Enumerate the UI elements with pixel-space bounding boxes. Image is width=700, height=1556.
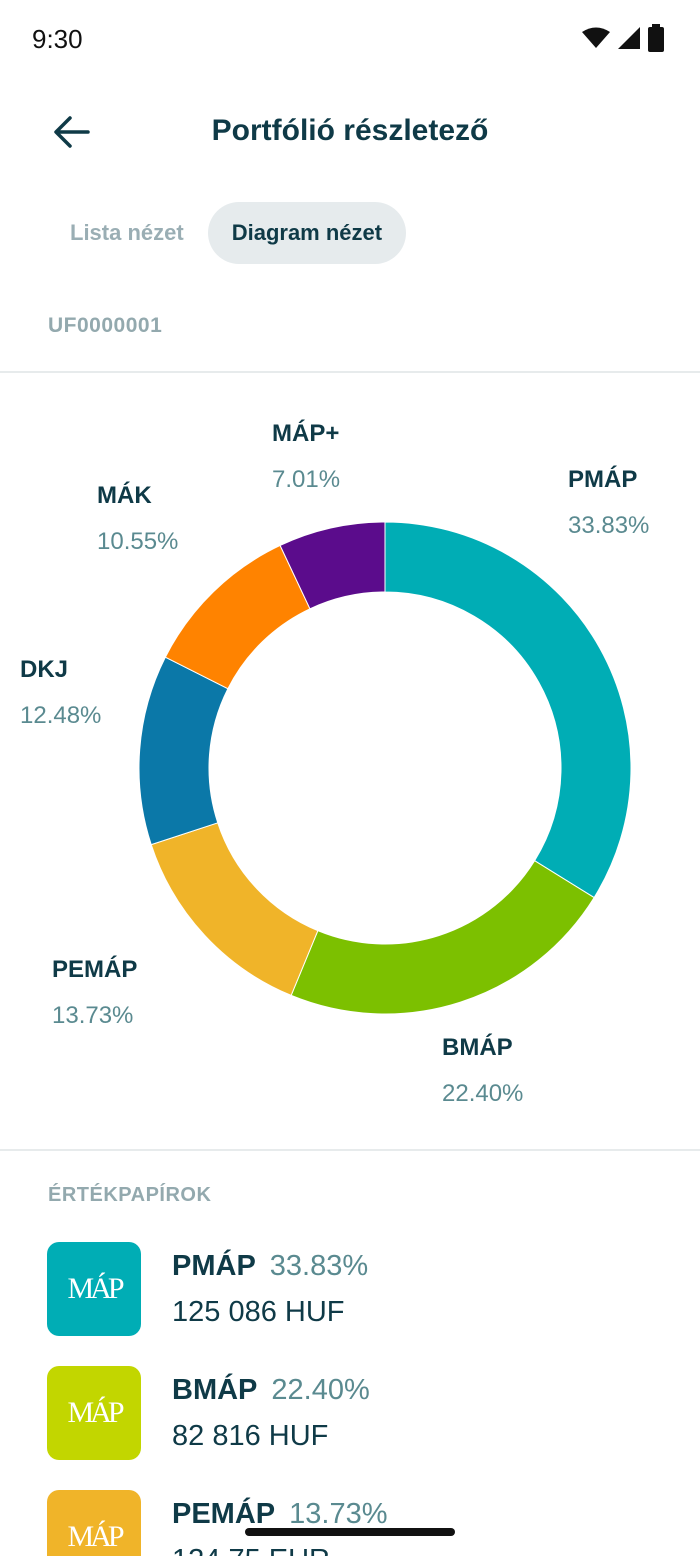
- security-list-item[interactable]: MÁP PEMÁP 13.73% 124,75 EUR: [0, 1490, 700, 1556]
- security-logo: MÁP: [47, 1242, 141, 1336]
- portfolio-donut-chart: [138, 521, 632, 1015]
- chart-label-percent: 12.48%: [20, 702, 102, 729]
- chart-label-dkj: DKJ 12.48%: [20, 654, 101, 732]
- chart-label-name: PMÁP: [568, 466, 638, 493]
- security-name-text: PEMÁP: [172, 1498, 276, 1530]
- security-amount: 82 816 HUF: [172, 1420, 329, 1452]
- donut-slice-m-p-[interactable]: [279, 521, 386, 610]
- back-button[interactable]: [44, 110, 96, 154]
- chart-label-percent: 13.73%: [52, 1002, 134, 1029]
- chart-label-name: PEMÁP: [52, 956, 138, 983]
- securities-section-title: ÉRTÉKPAPÍROK: [48, 1184, 212, 1206]
- status-icons: [582, 24, 664, 52]
- wifi-icon: [582, 27, 610, 48]
- security-name: PMÁP 33.83%: [172, 1250, 368, 1283]
- chart-label-name: MÁP+: [272, 420, 340, 447]
- donut-slice-m-k[interactable]: [164, 544, 311, 690]
- chart-label-pmap: PMÁP 33.83%: [568, 464, 649, 542]
- chart-label-percent: 33.83%: [568, 512, 650, 539]
- security-amount: 124,75 EUR: [172, 1544, 330, 1556]
- security-name: BMÁP 22.40%: [172, 1374, 370, 1407]
- donut-slice-bm-p[interactable]: [290, 860, 595, 1015]
- tab-diagram-view[interactable]: Diagram nézet: [207, 202, 407, 264]
- chart-label-mak: MÁK 10.55%: [97, 480, 178, 558]
- battery-icon: [648, 24, 664, 52]
- security-name: PEMÁP 13.73%: [172, 1498, 388, 1531]
- security-percent: 13.73%: [289, 1498, 388, 1530]
- view-tabs: Lista nézet Diagram nézet: [46, 202, 407, 264]
- chart-label-percent: 10.55%: [97, 528, 179, 555]
- chart-label-bmap: BMÁP 22.40%: [442, 1032, 523, 1110]
- donut-slice-pem-p[interactable]: [150, 822, 319, 997]
- account-id: UF0000001: [48, 314, 163, 337]
- chart-label-percent: 22.40%: [442, 1080, 524, 1107]
- security-percent: 33.83%: [269, 1250, 369, 1282]
- security-name-text: BMÁP: [172, 1374, 258, 1406]
- map-logo-icon: MÁP: [67, 1520, 124, 1553]
- chart-label-map-plus: MÁP+ 7.01%: [272, 418, 340, 496]
- chart-label-percent: 7.01%: [272, 466, 341, 493]
- security-logo: MÁP: [47, 1490, 141, 1556]
- map-logo-icon: MÁP: [67, 1396, 124, 1429]
- arrow-left-icon: [54, 116, 90, 148]
- security-list-item[interactable]: MÁP PMÁP 33.83% 125 086 HUF: [0, 1242, 700, 1366]
- app-bar: Portfólió részletező: [0, 90, 700, 174]
- divider: [0, 371, 700, 373]
- signal-icon: [618, 27, 640, 49]
- map-logo-icon: MÁP: [67, 1272, 124, 1305]
- chart-label-pemap: PEMÁP 13.73%: [52, 954, 137, 1032]
- security-name-text: PMÁP: [172, 1250, 256, 1282]
- security-amount: 125 086 HUF: [172, 1296, 345, 1328]
- security-logo: MÁP: [47, 1366, 141, 1460]
- divider: [0, 1149, 700, 1151]
- chart-label-name: BMÁP: [442, 1034, 513, 1061]
- security-percent: 22.40%: [271, 1374, 370, 1406]
- donut-slice-dkj[interactable]: [138, 656, 229, 846]
- home-indicator[interactable]: [245, 1528, 455, 1536]
- page-title: Portfólió részletező: [211, 114, 489, 147]
- chart-label-name: DKJ: [20, 656, 69, 683]
- tab-list-view[interactable]: Lista nézet: [70, 220, 184, 245]
- status-bar: 9:30: [0, 0, 700, 80]
- status-time: 9:30: [32, 24, 83, 54]
- donut-slice-pm-p[interactable]: [384, 521, 632, 899]
- chart-label-name: MÁK: [97, 482, 152, 509]
- securities-list: MÁP PMÁP 33.83% 125 086 HUF MÁP BMÁP 22.40…: [0, 1242, 700, 1556]
- security-list-item[interactable]: MÁP BMÁP 22.40% 82 816 HUF: [0, 1366, 700, 1490]
